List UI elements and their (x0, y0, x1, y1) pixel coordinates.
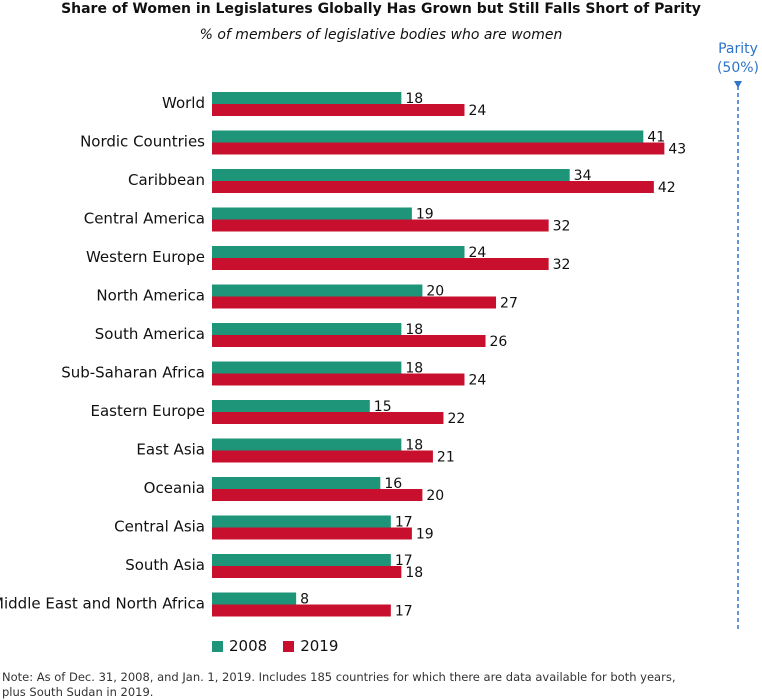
category-label-world: World (162, 94, 205, 112)
value-label-2019-middle-east-and-north-africa: 17 (395, 604, 413, 620)
parity-label: Parity (718, 41, 758, 57)
parity-arrow-icon (734, 81, 742, 88)
bar-2008-western-europe (212, 246, 465, 258)
bar-2008-caribbean (212, 169, 570, 181)
chart-subtitle: % of members of legislative bodies who a… (199, 27, 563, 43)
legend-item-2019: 2019 (283, 637, 338, 655)
value-label-2008-south-asia: 17 (395, 553, 413, 569)
legend-label-2008: 2008 (229, 637, 268, 655)
category-label-east-asia: East Asia (136, 441, 205, 459)
bar-2019-eastern-europe (212, 412, 444, 424)
category-label-oceania: Oceania (144, 479, 205, 497)
value-label-2019-western-europe: 32 (553, 257, 571, 273)
value-label-2019-caribbean: 42 (658, 180, 676, 196)
category-label-nordic-countries: Nordic Countries (80, 133, 205, 151)
value-label-2019-sub-saharan-africa: 24 (468, 373, 486, 389)
category-label-south-asia: South Asia (125, 556, 205, 574)
category-label-eastern-europe: Eastern Europe (90, 402, 205, 420)
bar-2019-central-asia (212, 527, 412, 540)
bar-2019-nordic-countries (212, 142, 665, 155)
category-label-middle-east-and-north-africa: Middle East and North Africa (0, 595, 205, 613)
bar-2019-oceania (212, 489, 423, 501)
value-label-2019-south-america: 26 (490, 334, 508, 350)
bar-2019-east-asia (212, 450, 433, 463)
bar-2008-middle-east-and-north-africa (212, 592, 297, 605)
bar-2008-east-asia (212, 438, 402, 451)
value-label-2008-western-europe: 24 (468, 245, 486, 261)
value-label-2008-north-america: 20 (426, 284, 444, 300)
chart-title: Share of Women in Legislatures Globally … (61, 1, 701, 17)
value-label-2019-east-asia: 21 (437, 450, 455, 466)
bar-2019-central-america (212, 219, 549, 232)
legend-item-2008: 2008 (212, 637, 267, 655)
value-label-2008-central-america: 19 (416, 207, 434, 223)
value-label-2008-nordic-countries: 41 (647, 130, 665, 146)
value-label-2019-nordic-countries: 43 (668, 142, 686, 158)
bar-2019-north-america (212, 296, 497, 309)
value-label-2008-eastern-europe: 15 (374, 399, 392, 415)
value-label-2019-central-asia: 19 (416, 527, 434, 543)
bar-2008-south-asia (212, 554, 391, 566)
bar-2008-central-america (212, 207, 412, 220)
value-label-2019-central-america: 32 (553, 219, 571, 235)
value-label-2008-south-america: 18 (405, 322, 423, 338)
category-label-central-asia: Central Asia (114, 518, 205, 536)
legend-swatch-2019 (283, 640, 295, 652)
value-label-2008-central-asia: 17 (395, 515, 413, 531)
value-label-2008-oceania: 16 (384, 476, 402, 492)
bar-2019-south-america (212, 335, 486, 347)
bar-2019-middle-east-and-north-africa (212, 604, 391, 617)
legend-label-2019: 2019 (300, 637, 339, 655)
value-label-2019-north-america: 27 (500, 296, 518, 312)
bar-2019-western-europe (212, 258, 549, 270)
legend-swatch-2008 (212, 640, 223, 652)
parity-value-label: (50%) (717, 60, 759, 76)
value-label-2019-oceania: 20 (426, 488, 444, 504)
value-label-2008-caribbean: 34 (574, 168, 592, 184)
category-label-central-america: Central America (84, 210, 205, 228)
category-label-south-america: South America (95, 325, 205, 343)
value-label-2008-sub-saharan-africa: 18 (405, 361, 423, 377)
bar-2008-oceania (212, 477, 381, 489)
bar-2019-caribbean (212, 181, 654, 193)
value-label-2008-world: 18 (405, 91, 423, 107)
bar-2019-world (212, 104, 465, 116)
bar-2008-central-asia (212, 515, 391, 528)
bar-2008-sub-saharan-africa (212, 361, 402, 374)
category-label-north-america: North America (96, 287, 205, 305)
bar-2008-south-america (212, 323, 402, 335)
bar-2008-nordic-countries (212, 130, 644, 143)
category-label-caribbean: Caribbean (128, 171, 205, 189)
bar-2019-sub-saharan-africa (212, 373, 465, 386)
category-label-western-europe: Western Europe (86, 248, 205, 266)
legend: 2008 2019 (212, 637, 338, 655)
bar-2019-south-asia (212, 566, 402, 578)
value-label-2019-world: 24 (468, 103, 486, 119)
category-label-sub-saharan-africa: Sub-Saharan Africa (61, 364, 205, 382)
value-label-2019-eastern-europe: 22 (447, 411, 465, 427)
bar-2008-north-america (212, 284, 423, 297)
bar-2008-eastern-europe (212, 400, 370, 412)
value-label-2008-east-asia: 18 (405, 438, 423, 454)
value-label-2019-south-asia: 18 (405, 565, 423, 581)
bar-2008-world (212, 92, 402, 104)
value-label-2008-middle-east-and-north-africa: 8 (300, 592, 309, 608)
footnote: Note: As of Dec. 31, 2008, and Jan. 1, 2… (2, 670, 676, 699)
